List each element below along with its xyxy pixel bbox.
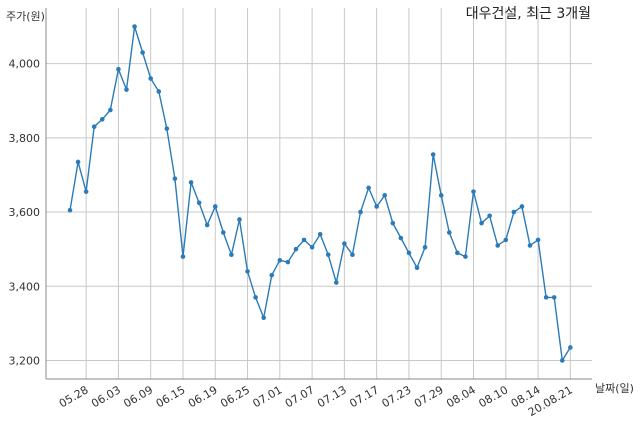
- price-point: [75, 159, 81, 165]
- price-point: [568, 345, 573, 350]
- x-tick-label: 07.01: [251, 383, 285, 410]
- price-point: [91, 124, 97, 130]
- x-tick-label: 07.29: [412, 383, 446, 410]
- price-point: [334, 280, 339, 285]
- price-point: [285, 259, 291, 265]
- x-axis-label: 날짜(일): [595, 381, 634, 395]
- x-tick-label: 06.19: [186, 383, 220, 410]
- price-point: [67, 207, 73, 213]
- price-point: [229, 252, 234, 258]
- price-point: [261, 315, 266, 321]
- axis-layer: [45, 8, 592, 380]
- price-point: [398, 235, 404, 241]
- x-tick-label: 05.28: [57, 383, 91, 410]
- price-point: [527, 243, 533, 248]
- price-point: [511, 209, 517, 215]
- y-tick-label: 4,000: [9, 58, 41, 71]
- x-tick-label: 07.13: [315, 383, 349, 410]
- price-point: [325, 252, 331, 258]
- x-tick-label: 06.03: [89, 383, 123, 410]
- y-tick-label: 3,800: [9, 132, 41, 145]
- price-point: [140, 50, 145, 55]
- price-point: [164, 126, 170, 131]
- price-point: [293, 246, 299, 252]
- y-axis-label: 주가(원): [6, 10, 45, 23]
- price-point: [156, 89, 162, 94]
- price-point: [269, 272, 275, 278]
- price-point: [446, 230, 452, 235]
- y-tick-label: 3,400: [9, 280, 41, 293]
- price-point: [374, 204, 379, 209]
- price-point: [108, 107, 113, 113]
- x-tick-label: 06.09: [121, 383, 155, 410]
- price-point: [559, 358, 565, 363]
- price-point: [471, 189, 476, 194]
- x-tick-label: 07.17: [347, 383, 381, 410]
- chart-title: 대우건설, 최근 3개월: [466, 6, 591, 22]
- y-tick-label: 3,600: [9, 206, 41, 219]
- y-tick-label: 3,200: [9, 354, 41, 367]
- grid-layer: [46, 8, 592, 379]
- price-point: [382, 193, 388, 198]
- x-tick-label: 06.15: [154, 383, 188, 410]
- price-point: [422, 244, 428, 250]
- price-point: [479, 220, 484, 226]
- price-point: [196, 200, 202, 206]
- price-point: [245, 269, 250, 274]
- x-tick-label: 08.04: [444, 383, 478, 410]
- price-point: [212, 204, 218, 209]
- x-tick-label: 07.23: [380, 383, 414, 410]
- price-point: [221, 230, 226, 235]
- price-point: [414, 265, 420, 271]
- price-point: [495, 243, 501, 248]
- price-point: [342, 241, 347, 246]
- price-point: [253, 295, 258, 300]
- price-point: [309, 244, 315, 250]
- price-point: [172, 176, 178, 181]
- price-line: [69, 26, 571, 363]
- price-point: [188, 180, 194, 185]
- price-point: [83, 189, 89, 194]
- price-point: [463, 254, 468, 259]
- price-point: [124, 87, 129, 92]
- x-tick-label: 08.10: [477, 383, 511, 410]
- price-point: [204, 222, 210, 228]
- x-tick-label: 06.25: [218, 383, 252, 410]
- price-point: [487, 213, 492, 219]
- price-point: [301, 237, 307, 243]
- price-point: [519, 204, 525, 209]
- price-point: [116, 66, 121, 72]
- price-point: [551, 295, 557, 300]
- price-point: [390, 220, 396, 226]
- price-point: [277, 257, 283, 263]
- x-tick-label: 07.07: [283, 383, 317, 410]
- price-point: [438, 193, 444, 198]
- price-point: [132, 24, 137, 29]
- price-point: [350, 252, 355, 258]
- price-point: [535, 237, 541, 243]
- price-point: [430, 152, 436, 157]
- price-point: [237, 217, 242, 222]
- price-point: [543, 295, 549, 300]
- series-layer: [67, 24, 573, 363]
- price-point: [180, 254, 186, 259]
- price-point: [317, 232, 323, 237]
- price-point: [406, 250, 412, 256]
- price-point: [455, 250, 460, 256]
- price-point: [148, 76, 153, 81]
- price-point: [503, 237, 509, 243]
- price-point: [366, 185, 371, 191]
- price-point: [99, 117, 105, 122]
- price-point: [358, 209, 363, 215]
